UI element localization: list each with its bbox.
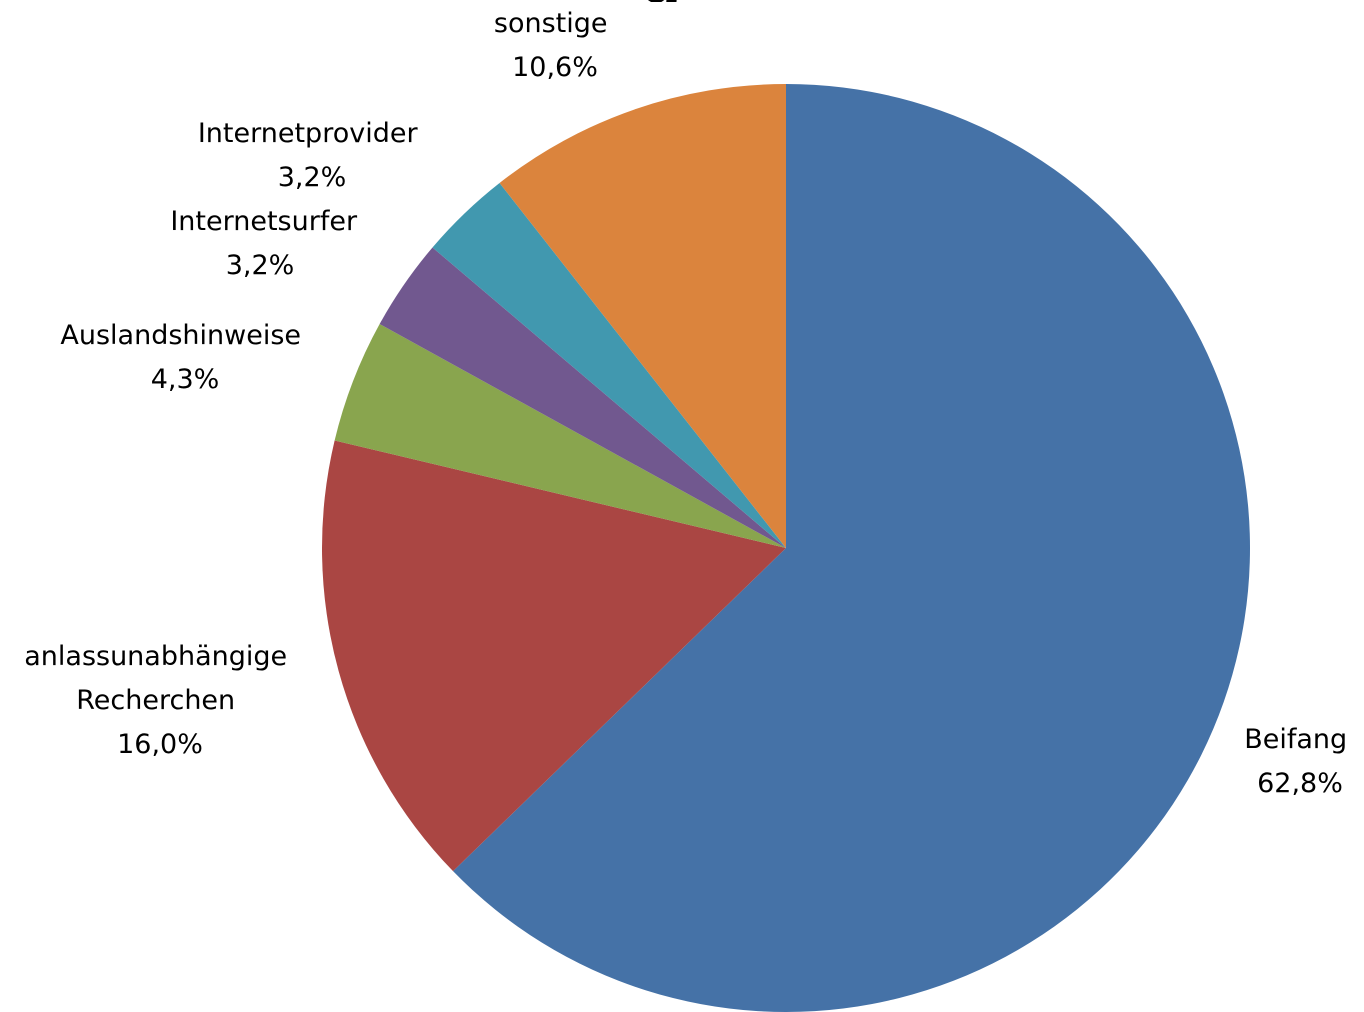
label-beifang-name: Beifang: [1244, 724, 1347, 755]
label-provider-name: Internetprovider: [198, 118, 419, 149]
label-surfer-value: 3,2%: [226, 250, 295, 281]
label-anlass-value: 16,0%: [117, 729, 203, 760]
label-surfer-name: Internetsurfer: [170, 206, 358, 237]
pie-slice-sonstige: [499, 83, 786, 548]
label-sonstige: sonstige 10,6%: [494, 8, 616, 83]
pie-slice-auslandshinweise: [334, 324, 786, 548]
label-sonstige-name: sonstige: [494, 8, 608, 39]
label-anlass-line2: Recherchen: [76, 685, 235, 716]
pie-slice-internetprovider: [432, 182, 786, 548]
label-internetprovider: Internetprovider 3,2%: [198, 118, 426, 193]
label-auslandshinweise: Auslandshinweise 4,3%: [60, 320, 309, 395]
label-internetsurfer: Internetsurfer 3,2%: [170, 206, 365, 281]
pie-slice-beifang: [453, 84, 1250, 1012]
pie-slice-internetsurfer: [379, 247, 786, 548]
label-provider-value: 3,2%: [278, 162, 347, 193]
label-anlass-line1: anlassunabhängige: [24, 641, 287, 672]
label-beifang: Beifang 62,8%: [1244, 724, 1356, 799]
pie-slice-anlassunabh-ngige-recherchen: [321, 440, 786, 872]
label-beifang-value: 62,8%: [1257, 768, 1343, 799]
label-ausland-name: Auslandshinweise: [60, 320, 301, 351]
title-fragment: g: [640, 0, 730, 2]
label-anlassunabhaengige-recherchen: anlassunabhängige Recherchen 16,0%: [24, 641, 296, 760]
pie-slices: [321, 83, 1250, 1012]
label-sonstige-value: 10,6%: [512, 52, 598, 83]
label-ausland-value: 4,3%: [151, 364, 220, 395]
